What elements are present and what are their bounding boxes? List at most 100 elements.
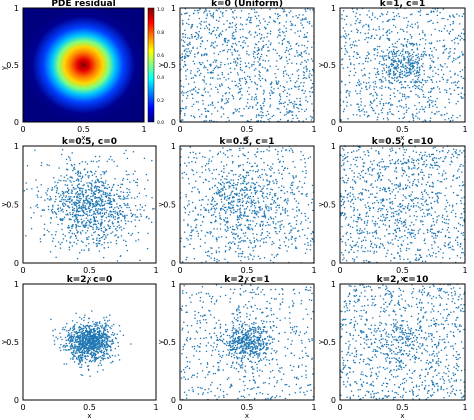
scatter-point [430, 90, 432, 92]
scatter-point [414, 23, 417, 25]
scatter-point [208, 28, 211, 30]
scatter-point [40, 215, 42, 217]
scatter-point [84, 224, 87, 226]
scatter-point [374, 225, 376, 227]
scatter-point [209, 233, 212, 235]
scatter-point [371, 183, 373, 185]
scatter-point [271, 240, 274, 243]
scatter-point [242, 175, 244, 177]
scatter-point [240, 44, 242, 47]
scatter-point [104, 182, 107, 184]
scatter-point [381, 220, 384, 222]
scatter-point [399, 203, 401, 206]
scatter-point [347, 152, 349, 154]
scatter-point [308, 75, 310, 77]
scatter-point [460, 199, 462, 202]
scatter-point [193, 81, 196, 83]
scatter-point [449, 246, 452, 249]
scatter-point [110, 203, 113, 206]
scatter-point [388, 226, 391, 228]
scatter-point [424, 242, 426, 245]
scatter-point [422, 54, 425, 56]
scatter-point [301, 44, 303, 46]
scatter-point [459, 39, 462, 41]
scatter-point [296, 51, 298, 54]
scatter-point [367, 154, 370, 157]
scatter-point [52, 206, 54, 208]
scatter-point [413, 235, 415, 237]
scatter-point [391, 239, 393, 241]
scatter-point [269, 94, 272, 97]
scatter-point [234, 108, 237, 110]
scatter-point [404, 223, 406, 226]
scatter-point [262, 46, 265, 49]
scatter-point [267, 118, 269, 121]
scatter-point [311, 68, 314, 71]
scatter-point [130, 215, 133, 218]
scatter-point [307, 203, 310, 206]
scatter-point [367, 57, 370, 59]
scatter-point [406, 236, 409, 239]
scatter-point [83, 249, 85, 251]
scatter-point [450, 160, 453, 163]
scatter-point [281, 220, 283, 222]
scatter-point [220, 116, 223, 118]
scatter-point [181, 172, 183, 175]
scatter-point [279, 213, 282, 216]
scatter-point [295, 223, 298, 226]
scatter-point [258, 59, 261, 61]
scatter-point [439, 248, 442, 250]
scatter-point [382, 81, 384, 83]
scatter-point [223, 193, 226, 196]
scatter-point [231, 80, 233, 83]
scatter-point [232, 97, 235, 100]
scatter-point [40, 164, 42, 167]
scatter-point [47, 197, 49, 200]
scatter-point [457, 74, 459, 76]
scatter-point [401, 162, 404, 165]
scatter-point [266, 230, 269, 233]
scatter-point [224, 63, 226, 66]
scatter-point [397, 158, 400, 161]
scatter-point [117, 236, 119, 239]
scatter-point [53, 186, 56, 188]
scatter-point [98, 200, 100, 202]
scatter-point [218, 212, 221, 214]
scatter-point [248, 209, 251, 212]
scatter-point [180, 85, 183, 87]
scatter-point [110, 200, 113, 203]
scatter-point [420, 256, 423, 258]
scatter-point [181, 59, 183, 61]
scatter-point [448, 101, 451, 104]
scatter-point [257, 169, 260, 171]
scatter-point [414, 81, 417, 84]
scatter-point [205, 251, 207, 253]
scatter-point [395, 69, 398, 71]
scatter-point [86, 215, 89, 217]
scatter-point [230, 193, 232, 195]
scatter-point [425, 54, 427, 57]
scatter-point [343, 18, 346, 21]
scatter-point [429, 185, 431, 188]
scatter-point [374, 16, 376, 19]
scatter-point [406, 71, 408, 74]
scatter-point [425, 199, 428, 201]
scatter-point [283, 226, 285, 228]
scatter-point [402, 28, 404, 31]
scatter-point [205, 21, 207, 23]
scatter-point [198, 9, 200, 12]
scatter-point [394, 55, 396, 58]
scatter-point [253, 183, 256, 186]
scatter-point [293, 107, 295, 109]
scatter-point [427, 203, 429, 206]
scatter-point [343, 158, 345, 160]
scatter-point [448, 231, 450, 233]
scatter-point [463, 33, 465, 35]
scatter-point [135, 216, 137, 218]
scatter-point [230, 191, 233, 193]
scatter-point [58, 196, 61, 198]
scatter-point [384, 86, 387, 88]
scatter-point [288, 232, 291, 235]
scatter-point [218, 20, 220, 22]
scatter-point [412, 180, 415, 183]
